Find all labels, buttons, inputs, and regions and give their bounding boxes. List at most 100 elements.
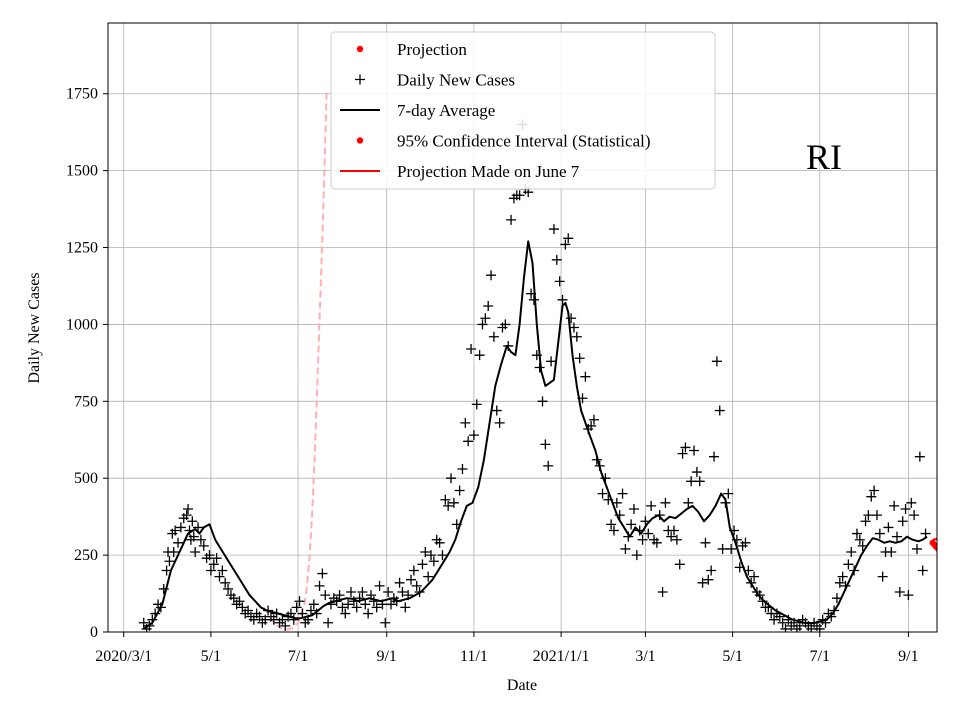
daily-case-point [883, 522, 894, 533]
daily-case-point [351, 602, 362, 613]
daily-case-point [217, 565, 228, 576]
daily-case-point [643, 528, 654, 539]
daily-case-point [220, 577, 231, 588]
daily-case-point [563, 233, 574, 244]
legend: Projection Daily New Cases 7-day Average 95… [330, 31, 716, 190]
daily-case-point [897, 516, 908, 527]
daily-case-point [460, 417, 471, 428]
daily-case-point [488, 331, 499, 342]
axis-ticks: 2020/3/1 5/1 7/1 9/1 11/1 2021/1/1 3/1 5/1 7/1 9/… [66, 86, 919, 665]
daily-case-point [243, 605, 254, 616]
daily-case-point [343, 599, 354, 610]
daily-case-point [170, 525, 181, 536]
x-axis-label: Date [507, 677, 537, 694]
daily-case-point [320, 590, 331, 601]
daily-case-point [700, 537, 711, 548]
daily-case-point [294, 596, 305, 607]
x-tick-label: 7/1 [810, 648, 830, 665]
daily-case-point [617, 488, 628, 499]
daily-case-point [717, 543, 728, 554]
daily-case-point [386, 599, 397, 610]
daily-case-point [164, 556, 175, 567]
y-tick-label: 1750 [66, 86, 98, 103]
daily-case-point [608, 525, 619, 536]
daily-case-point [537, 396, 548, 407]
daily-case-point [686, 476, 697, 487]
daily-case-point [448, 497, 459, 508]
y-tick-label: 250 [74, 547, 98, 564]
daily-case-point [437, 550, 448, 561]
daily-case-point [205, 565, 216, 576]
daily-case-point [669, 525, 680, 536]
daily-case-point [903, 590, 914, 601]
daily-case-point [697, 577, 708, 588]
plot-frame [107, 22, 938, 633]
daily-case-point [423, 571, 434, 582]
daily-case-point [694, 476, 705, 487]
daily-case-point [477, 319, 488, 330]
daily-case-point [706, 565, 717, 576]
daily-case-point [691, 467, 702, 478]
daily-case-point [540, 439, 551, 450]
daily-case-point [666, 531, 677, 542]
daily-case-point [514, 190, 525, 201]
series-projection-made-on-june-7 [262, 90, 328, 631]
daily-case-point [190, 547, 201, 558]
daily-case-point [411, 580, 422, 591]
daily-case-point [234, 596, 245, 607]
daily-case-point [195, 534, 206, 545]
daily-case-point [208, 559, 219, 570]
daily-case-point [454, 485, 465, 496]
daily-case-point [428, 556, 439, 567]
daily-case-point [860, 516, 871, 527]
daily-case-point [173, 537, 184, 548]
daily-case-point [380, 617, 391, 628]
daily-case-point [560, 239, 571, 250]
daily-case-point [268, 614, 279, 625]
daily-case-point [494, 417, 505, 428]
daily-case-point [198, 540, 209, 551]
daily-case-point [866, 491, 877, 502]
daily-case-point [726, 543, 737, 554]
daily-case-point [463, 436, 474, 447]
daily-case-point [889, 500, 900, 511]
daily-case-point [337, 602, 348, 613]
daily-case-point [357, 587, 368, 598]
daily-case-point [323, 617, 334, 628]
daily-case-point [500, 319, 511, 330]
x-tick-label: 11/1 [460, 648, 488, 665]
daily-case-point [446, 473, 457, 484]
daily-case-point [863, 510, 874, 521]
daily-case-point [248, 614, 259, 625]
daily-case-point [491, 405, 502, 416]
daily-case-point [814, 623, 825, 632]
daily-case-point [606, 519, 617, 530]
daily-case-point [628, 503, 639, 514]
daily-case-point [906, 497, 917, 508]
y-tick-label: 0 [90, 624, 98, 641]
daily-case-point [557, 294, 568, 305]
series-line-7-day-average [143, 240, 928, 630]
daily-case-point [237, 602, 248, 613]
daily-case-point [851, 528, 862, 539]
daily-case-point [228, 593, 239, 604]
daily-case-point [846, 547, 857, 558]
daily-case-point [871, 510, 882, 521]
daily-case-point [204, 550, 215, 561]
daily-case-point [894, 587, 905, 598]
daily-case-point [175, 522, 186, 533]
daily-case-point [434, 537, 445, 548]
daily-case-point [837, 571, 848, 582]
daily-case-point [551, 254, 562, 265]
daily-case-point [443, 500, 454, 511]
daily-case-point [749, 571, 760, 582]
daily-case-point [740, 537, 751, 548]
daily-case-point [468, 430, 479, 441]
daily-case-point [709, 451, 720, 462]
daily-case-point [426, 550, 437, 561]
daily-case-point [554, 276, 565, 287]
daily-case-point [340, 608, 351, 619]
daily-case-point [308, 599, 319, 610]
daily-case-point [909, 510, 920, 521]
